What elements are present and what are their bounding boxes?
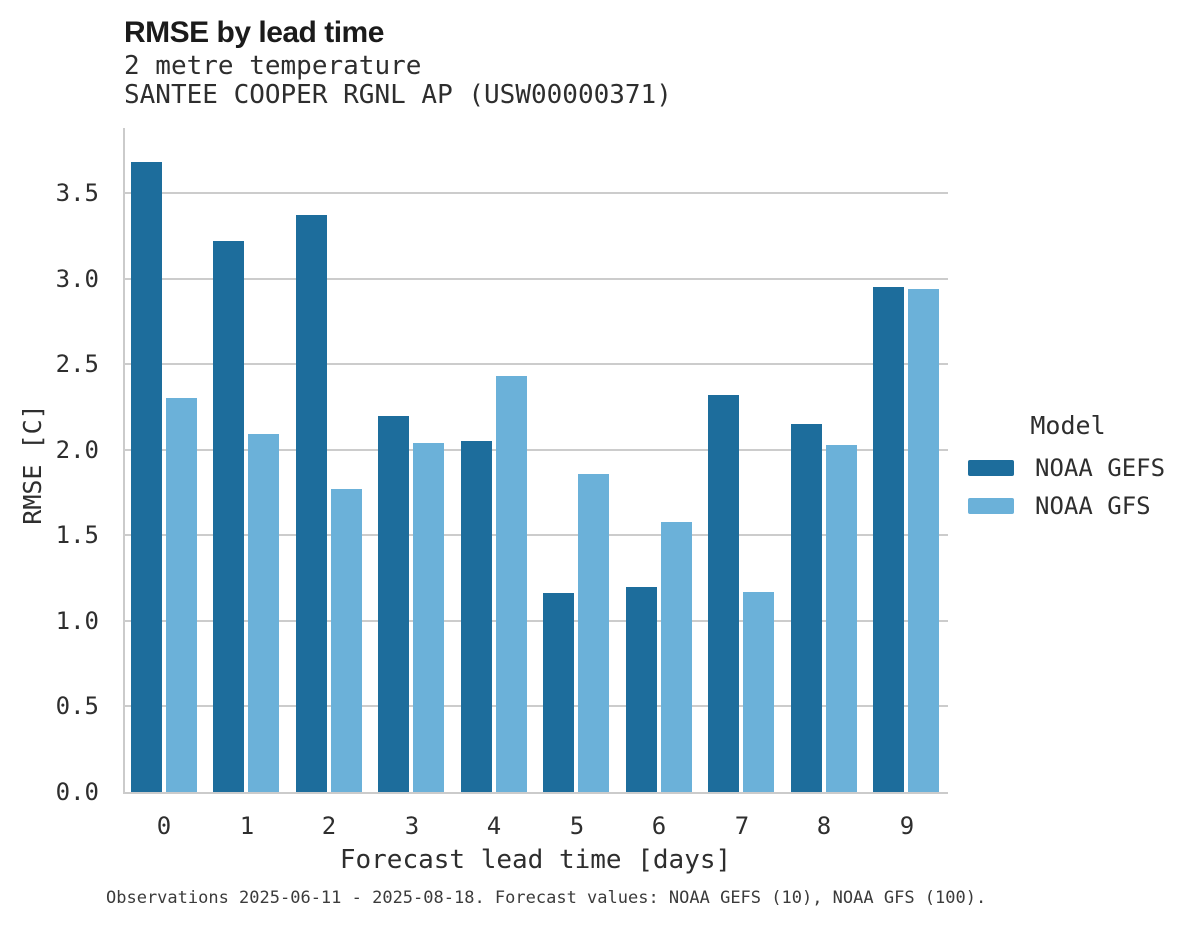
bar-noaa-gefs-day4 [461, 441, 492, 792]
bar-noaa-gfs-day9 [908, 289, 939, 792]
gridline [123, 619, 948, 622]
gridline [123, 363, 948, 366]
y-tick-label: 1.5 [55, 521, 99, 550]
legend-swatch-noaa-gefs [968, 460, 1014, 476]
y-tick-label: 0.5 [55, 692, 99, 721]
bar-noaa-gefs-day6 [626, 587, 657, 792]
bar-noaa-gfs-day3 [413, 443, 444, 792]
y-tick-label: 3.5 [55, 179, 99, 208]
x-tick-label: 5 [569, 812, 585, 840]
x-tick-label: 3 [404, 812, 420, 840]
x-tick-label: 9 [899, 812, 915, 840]
legend-entries: NOAA GEFS NOAA GFS [968, 454, 1178, 520]
bar-noaa-gefs-day9 [873, 287, 904, 792]
x-tick-label: 1 [239, 812, 255, 840]
gridline [123, 448, 948, 451]
gridline [123, 277, 948, 280]
bar-noaa-gefs-day8 [791, 424, 822, 792]
legend-title: Model [1030, 411, 1106, 440]
gridline [123, 192, 948, 195]
legend-entry: NOAA GFS [968, 492, 1178, 520]
bar-noaa-gefs-day5 [543, 593, 574, 792]
legend-entry-label: NOAA GFS [1035, 492, 1151, 520]
x-tick-label: 7 [734, 812, 750, 840]
legend-swatch-noaa-gfs [968, 498, 1014, 514]
x-tick-label: 8 [816, 812, 832, 840]
y-axis-spine [123, 128, 125, 794]
bar-noaa-gfs-day7 [743, 592, 774, 792]
gridline [123, 534, 948, 537]
bar-noaa-gefs-day7 [708, 395, 739, 792]
chart-subtitle-variable: 2 metre temperature [124, 51, 422, 81]
y-axis-label: RMSE [C] [18, 404, 47, 525]
bar-noaa-gefs-day3 [378, 416, 409, 792]
bar-noaa-gfs-day4 [496, 376, 527, 792]
x-tick-label: 6 [651, 812, 667, 840]
bar-noaa-gfs-day5 [578, 474, 609, 792]
bar-noaa-gefs-day0 [131, 162, 162, 792]
y-tick-label: 2.5 [55, 350, 99, 379]
bar-noaa-gfs-day2 [331, 489, 362, 792]
chart-title: RMSE by lead time [124, 16, 384, 49]
legend-entry-label: NOAA GEFS [1035, 454, 1166, 482]
x-tick-label: 2 [321, 812, 337, 840]
bar-noaa-gfs-day0 [166, 398, 197, 792]
bar-noaa-gfs-day6 [661, 522, 692, 792]
y-tick-label: 0.0 [55, 778, 99, 806]
x-tick-label: 0 [156, 812, 172, 840]
y-tick-label: 3.0 [55, 264, 99, 293]
caption: Observations 2025-06-11 - 2025-08-18. Fo… [106, 888, 987, 908]
y-tick-label: 1.0 [55, 606, 99, 635]
bar-noaa-gefs-day2 [296, 215, 327, 792]
bar-noaa-gfs-day1 [248, 434, 279, 792]
plot-area [123, 128, 948, 792]
chart-subtitle-station: SANTEE COOPER RGNL AP (USW00000371) [124, 80, 672, 110]
legend: Model NOAA GEFS NOAA GFS [968, 411, 1178, 530]
legend-entry: NOAA GEFS [968, 454, 1178, 482]
x-axis-spine [123, 792, 948, 794]
gridline [123, 705, 948, 708]
y-tick-label: 2.0 [55, 435, 99, 464]
bar-noaa-gefs-day1 [213, 241, 244, 792]
x-axis-label: Forecast lead time [days] [339, 845, 732, 875]
x-tick-label: 4 [486, 812, 502, 840]
bar-noaa-gfs-day8 [826, 445, 857, 792]
